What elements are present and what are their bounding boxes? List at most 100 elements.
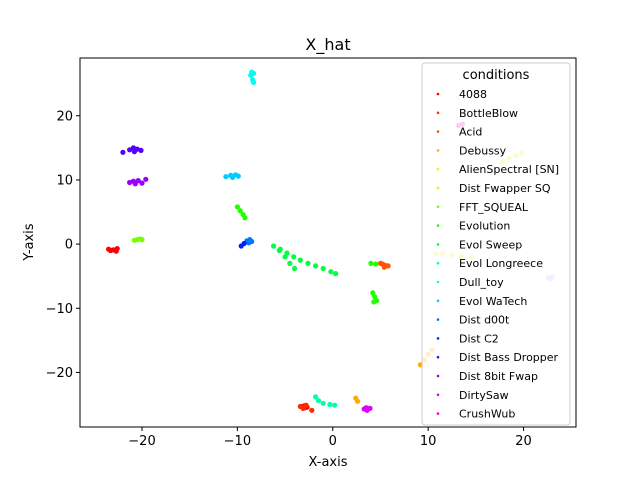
data-point-2-4 — [377, 260, 384, 266]
data-point-7-7 — [371, 299, 377, 305]
data-point-14-3 — [138, 147, 144, 153]
x-tick-label-1: −10 — [224, 434, 251, 449]
legend-label-2: Acid — [459, 126, 482, 139]
data-point-8-10 — [276, 247, 282, 254]
legend-marker-5 — [436, 186, 440, 190]
legend-marker-4 — [436, 167, 440, 171]
legend-label-7: Evolution — [459, 220, 510, 233]
data-point-8-4 — [297, 257, 303, 263]
legend-label-6: FFT_SQUEAL — [459, 201, 529, 214]
x-tick-label-3: 10 — [420, 434, 437, 449]
legend-label-17: CrushWub — [459, 408, 515, 421]
data-point-11-4 — [230, 174, 236, 180]
data-point-0-3 — [106, 246, 112, 252]
legend-label-9: Evol Longreece — [459, 257, 543, 270]
data-point-0-4 — [114, 246, 120, 252]
data-point-8-8 — [328, 269, 334, 275]
legend-label-4: AlienSpectral [SN] — [459, 163, 559, 176]
data-point-7-1 — [237, 208, 243, 214]
legend-label-13: Dist C2 — [459, 332, 499, 345]
data-point-8-7 — [320, 265, 326, 272]
legend-label-14: Dist Bass Dropper — [459, 351, 559, 364]
data-point-11-3 — [235, 173, 241, 179]
legend-marker-7 — [436, 224, 440, 227]
data-point-9-1 — [315, 398, 322, 404]
legend-label-1: BottleBlow — [459, 107, 518, 120]
legend-entries: 4088 BottleBlow Acid Debussy AlienSpectral [… — [436, 88, 559, 421]
legend-label-3: Debussy — [459, 144, 507, 157]
x-ticks: −20 −10 0 10 20 — [128, 427, 532, 449]
data-point-7-9 — [373, 261, 379, 267]
legend-marker-1 — [436, 111, 440, 115]
data-point-1-2 — [303, 402, 309, 408]
legend-marker-13 — [436, 337, 440, 340]
x-axis-label: X-axis — [309, 455, 348, 470]
x-tick-label-4: 20 — [515, 434, 532, 449]
data-point-9-3 — [327, 401, 333, 408]
data-point-14-5 — [131, 149, 137, 155]
y-ticks: −20 −10 0 10 20 — [46, 109, 80, 381]
legend-box — [421, 62, 571, 426]
data-point-8-0 — [271, 243, 277, 249]
data-point-13-1 — [241, 240, 247, 247]
data-point-8-13 — [292, 265, 298, 272]
legend: conditions 4088 BottleBlow Acid Debussy Alie… — [421, 62, 571, 426]
legend-label-11: Evol WaTech — [459, 295, 527, 308]
x-tick-label-2: 0 — [329, 434, 337, 449]
data-point-12-3 — [246, 240, 252, 246]
legend-marker-3 — [436, 149, 440, 152]
data-point-15-3 — [139, 180, 145, 186]
legend-title: conditions — [463, 68, 530, 83]
data-point-11-0 — [223, 174, 229, 180]
data-point-7-0 — [234, 204, 240, 210]
data-point-9-4 — [332, 402, 338, 408]
x-tick-label-0: −20 — [128, 434, 155, 449]
legend-label-0: 4088 — [459, 88, 487, 101]
legend-label-8: Evol Sweep — [459, 238, 522, 251]
legend-label-12: Dist d00t — [459, 314, 510, 327]
legend-label-10: Dull_toy — [459, 276, 504, 289]
legend-marker-2 — [436, 130, 440, 133]
data-point-9-0 — [313, 394, 319, 400]
legend-marker-15 — [436, 374, 440, 378]
legend-marker-16 — [436, 393, 440, 397]
legend-label-5: Dist Fwapper SQ — [459, 182, 551, 195]
data-point-7-3 — [242, 215, 248, 221]
data-point-8-9 — [333, 271, 339, 277]
data-point-8-11 — [282, 254, 288, 260]
legend-marker-8 — [436, 243, 440, 246]
data-point-10-2 — [249, 69, 255, 75]
legend-marker-6 — [436, 205, 440, 209]
data-point-9-2 — [320, 400, 326, 406]
data-point-6-3 — [139, 237, 145, 243]
data-point-10-4 — [251, 79, 257, 85]
y-tick-label-0: −20 — [46, 366, 73, 381]
legend-marker-9 — [436, 261, 440, 265]
y-tick-label-2: 0 — [65, 238, 73, 253]
data-point-15-4 — [143, 176, 149, 182]
y-tick-label-1: −10 — [46, 302, 73, 317]
legend-label-16: DirtySaw — [459, 389, 509, 402]
data-point-8-12 — [287, 260, 293, 266]
legend-marker-14 — [436, 355, 440, 359]
y-tick-label-4: 20 — [56, 109, 73, 124]
data-point-8-5 — [305, 260, 311, 266]
y-tick-label-3: 10 — [56, 173, 73, 188]
data-point-7-8 — [368, 260, 374, 266]
data-point-8-6 — [313, 263, 319, 269]
legend-marker-10 — [436, 280, 440, 284]
data-point-1-3 — [309, 407, 315, 413]
legend-marker-12 — [436, 318, 440, 321]
chart-title: X_hat — [305, 35, 350, 55]
data-point-2-3 — [381, 264, 387, 270]
legend-marker-17 — [436, 412, 440, 415]
data-point-14-4 — [120, 149, 126, 155]
legend-label-15: Dist 8bit Fwap — [459, 370, 538, 383]
data-point-8-3 — [291, 254, 297, 260]
data-point-7-5 — [372, 294, 378, 300]
plot-frame — [79, 57, 577, 428]
data-point-3-5 — [355, 398, 361, 404]
y-axis-label: Y-axis — [22, 223, 37, 261]
data-point-16-3 — [363, 405, 369, 411]
